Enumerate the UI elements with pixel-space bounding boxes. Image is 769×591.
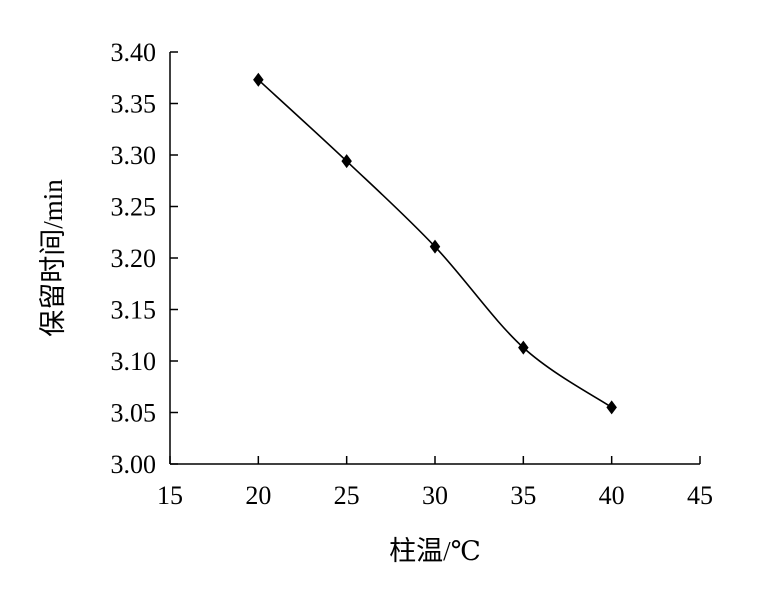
x-tick-label: 20	[245, 481, 271, 510]
data-point-marker	[429, 239, 441, 254]
x-tick-label: 30	[422, 481, 448, 510]
y-tick-label: 3.05	[111, 399, 157, 428]
x-axis-title: 柱温/℃	[389, 536, 481, 566]
axes	[169, 52, 700, 465]
data-point-marker	[606, 400, 617, 415]
data-point-marker	[253, 72, 264, 87]
y-tick-label: 3.20	[111, 244, 157, 273]
y-ticks: 3.00 3.05 3.10 3.15 3.20 3.25 3.30 3.35 3.40	[111, 38, 178, 479]
y-tick-label: 3.00	[111, 450, 157, 479]
data-point-marker	[341, 154, 352, 169]
y-tick-label: 3.10	[111, 347, 157, 376]
data-point-marker	[518, 340, 529, 355]
x-tick-label: 45	[687, 481, 713, 510]
x-tick-label: 15	[157, 481, 183, 510]
x-tick-label: 40	[599, 481, 625, 510]
x-tick-label: 25	[334, 481, 360, 510]
series-markers	[253, 72, 617, 415]
y-tick-label: 3.40	[111, 38, 157, 67]
y-tick-label: 3.35	[111, 90, 157, 119]
y-tick-label: 3.25	[111, 193, 157, 222]
y-tick-label: 3.15	[111, 296, 157, 325]
x-ticks: 15 20 25 30 35 40 45	[157, 456, 713, 510]
x-tick-label: 35	[510, 481, 536, 510]
y-axis-title: 保留时间/min	[38, 179, 68, 337]
y-tick-label: 3.30	[111, 141, 157, 170]
